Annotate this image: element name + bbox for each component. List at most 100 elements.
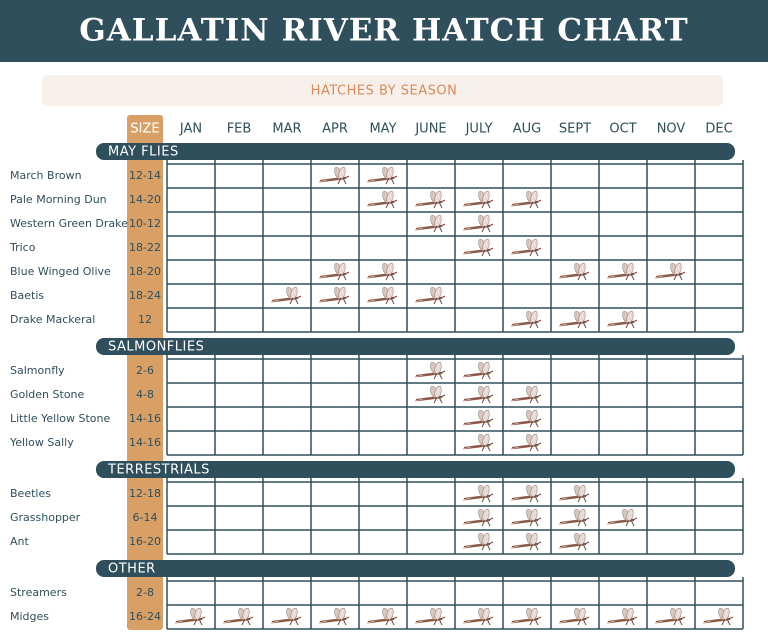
hatch-icon <box>317 285 351 306</box>
hatch-name: Golden Stone <box>10 388 85 401</box>
month-header: MAY <box>369 122 396 137</box>
size-column <box>127 115 163 630</box>
hatch-icon <box>365 606 399 627</box>
month-header: SEPT <box>559 122 591 137</box>
header-bar <box>0 0 768 62</box>
hook-size: 4-8 <box>136 388 154 401</box>
hatch-name: Salmonfly <box>10 364 65 377</box>
hatch-icon <box>269 606 303 627</box>
month-header: FEB <box>227 122 252 137</box>
hatch-icon <box>461 507 495 528</box>
hatch-name: Streamers <box>10 586 67 599</box>
hatch-icon <box>461 531 495 552</box>
hatch-icon <box>509 483 543 504</box>
month-header: NOV <box>657 122 686 137</box>
hatch-icon <box>365 165 399 186</box>
month-header: OCT <box>609 122 636 137</box>
hatch-icon <box>509 507 543 528</box>
hatch-icon <box>365 261 399 282</box>
hook-size: 16-20 <box>129 535 161 548</box>
hatch-icon <box>461 237 495 258</box>
hatch-icon <box>461 408 495 429</box>
hatch-icon <box>605 507 639 528</box>
hook-size: 14-20 <box>129 193 161 206</box>
hatch-name: Yellow Sally <box>9 436 74 449</box>
hook-size: 14-16 <box>129 436 161 449</box>
hook-size: 18-24 <box>129 289 161 302</box>
hatch-name: Drake Mackeral <box>10 313 95 326</box>
hatch-icon <box>509 606 543 627</box>
hatch-icon <box>461 483 495 504</box>
group-bar <box>96 461 735 478</box>
subtitle: HATCHES BY SEASON <box>311 84 458 99</box>
month-header: AUG <box>513 122 541 137</box>
hatch-name: Midges <box>10 610 49 623</box>
month-header: DEC <box>705 122 732 137</box>
hatch-icon <box>653 261 687 282</box>
group-name: OTHER <box>108 562 156 577</box>
hook-size: 10-12 <box>129 217 161 230</box>
size-header: SIZE <box>130 122 159 137</box>
hook-size: 2-8 <box>136 586 154 599</box>
hatch-icon <box>509 384 543 405</box>
hatch-icon <box>461 360 495 381</box>
hatch-icon <box>557 261 591 282</box>
hatch-icon <box>557 531 591 552</box>
hatch-icon <box>461 384 495 405</box>
hook-size: 6-14 <box>133 511 158 524</box>
hatch-name: Pale Morning Dun <box>10 193 107 206</box>
hatch-icon <box>365 189 399 210</box>
hatch-icon <box>173 606 207 627</box>
hatch-icon <box>557 483 591 504</box>
group-name: TERRESTRIALS <box>107 463 210 478</box>
hatch-icon <box>509 189 543 210</box>
hook-size: 12-18 <box>129 487 161 500</box>
hatch-icon <box>317 261 351 282</box>
hatch-icon <box>509 408 543 429</box>
hatch-name: March Brown <box>10 169 82 182</box>
hatch-name: Little Yellow Stone <box>10 412 110 425</box>
hatch-name: Baetis <box>10 289 44 302</box>
hatch-icon <box>509 309 543 330</box>
hatch-name: Trico <box>9 241 36 254</box>
hook-size: 12 <box>138 313 152 326</box>
hatch-icon <box>413 285 447 306</box>
month-header: JULY <box>465 122 493 137</box>
hatch-icon <box>317 606 351 627</box>
hatch-name: Blue Winged Olive <box>10 265 111 278</box>
hatch-icon <box>557 507 591 528</box>
group-bar <box>96 143 735 160</box>
hatch-icon <box>509 237 543 258</box>
hatch-name: Ant <box>10 535 29 548</box>
group-bar <box>96 338 735 355</box>
month-header: MAR <box>272 122 301 137</box>
month-header: APR <box>322 122 348 137</box>
hatch-icon <box>701 606 735 627</box>
group-name: MAY FLIES <box>108 145 179 160</box>
hatch-icon <box>509 432 543 453</box>
hatch-icon <box>413 384 447 405</box>
hatch-icon <box>221 606 255 627</box>
hatch-icon <box>413 360 447 381</box>
group-bar <box>96 560 735 577</box>
hatch-icon <box>653 606 687 627</box>
subtitle-box <box>42 75 723 106</box>
hatch-icon <box>461 189 495 210</box>
hatch-icon <box>413 606 447 627</box>
hatch-icon <box>509 531 543 552</box>
hatch-icon <box>605 261 639 282</box>
hatch-icon <box>605 309 639 330</box>
hatch-icon <box>557 309 591 330</box>
hatch-name: Grasshopper <box>10 511 81 524</box>
hatch-icon <box>461 213 495 234</box>
hatch-icon <box>269 285 303 306</box>
month-header: JAN <box>179 122 202 137</box>
hatch-name: Beetles <box>10 487 51 500</box>
group-name: SALMONFLIES <box>108 340 204 355</box>
hook-size: 18-22 <box>129 241 161 254</box>
hook-size: 12-14 <box>129 169 161 182</box>
hatch-icon <box>557 606 591 627</box>
hatch-icon <box>317 165 351 186</box>
title: GALLATIN RIVER HATCH CHART <box>79 13 688 49</box>
